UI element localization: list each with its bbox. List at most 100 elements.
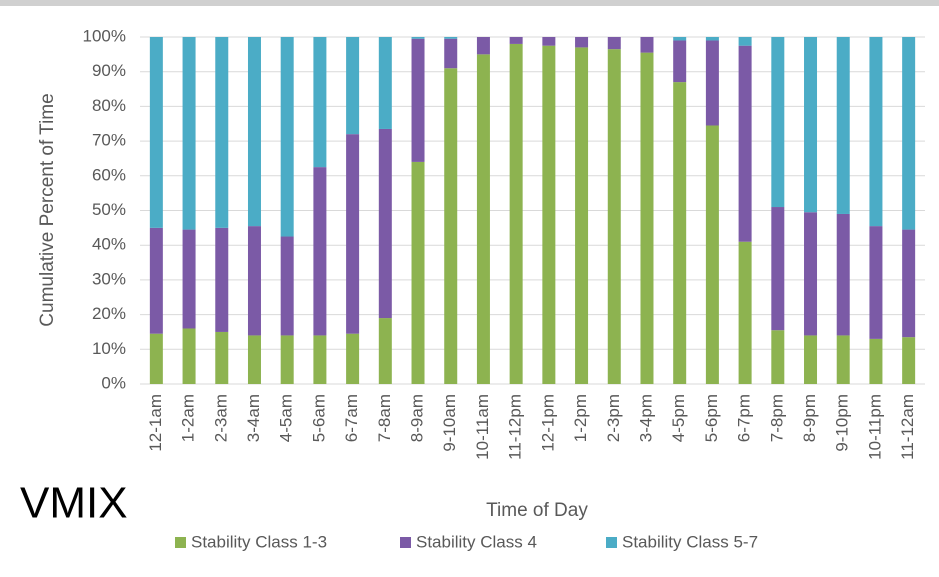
x-tick-label: 4-5am xyxy=(277,394,296,442)
x-tick-label: 3-4am xyxy=(244,394,263,442)
bar-segment xyxy=(149,333,163,384)
bar-segment xyxy=(313,335,327,384)
legend-swatch xyxy=(400,537,411,548)
y-tick-label: 70% xyxy=(92,131,126,150)
bar-segment xyxy=(476,37,490,55)
y-tick-label: 10% xyxy=(92,339,126,358)
bar-segment xyxy=(705,40,719,126)
bar-segment xyxy=(313,167,327,336)
bar-segment xyxy=(444,68,458,384)
x-axis-title: Time of Day xyxy=(486,500,588,521)
bar-segment xyxy=(869,37,883,227)
bar-segment xyxy=(673,40,687,83)
legend-swatch xyxy=(175,537,186,548)
bar-segment xyxy=(149,227,163,334)
bar-segment xyxy=(771,37,785,208)
bar-segment xyxy=(542,45,556,385)
bar-segment xyxy=(673,37,687,41)
x-tick-label: 12-1am xyxy=(146,394,165,452)
bar-segment xyxy=(836,213,850,336)
x-tick-label: 10-11am xyxy=(473,394,492,460)
bar-segment xyxy=(411,37,425,39)
bar-segment xyxy=(280,335,294,384)
y-tick-label: 20% xyxy=(92,304,126,323)
x-tick-label: 1-2am xyxy=(179,394,198,442)
bar-segment xyxy=(182,328,196,384)
bar-segment xyxy=(411,38,425,162)
bar-segment xyxy=(444,38,458,69)
bar-segment xyxy=(607,37,621,50)
bar-segment xyxy=(182,229,196,329)
bar-segment xyxy=(509,43,523,384)
bar-segment xyxy=(476,54,490,384)
bar-segment xyxy=(346,37,360,135)
x-tick-label: 9-10pm xyxy=(833,394,852,452)
bar-segment xyxy=(640,52,654,385)
x-tick-label: 8-9am xyxy=(408,394,427,442)
bar-segment xyxy=(771,207,785,331)
x-tick-label: 11-12am xyxy=(898,394,917,460)
bar-segment xyxy=(575,37,589,48)
bar-segment xyxy=(215,331,229,384)
y-tick-label: 50% xyxy=(92,200,126,219)
y-tick-label: 40% xyxy=(92,235,126,254)
x-tick-label: 10-11pm xyxy=(865,394,884,460)
x-tick-label: 5-6am xyxy=(309,394,328,442)
top-border xyxy=(0,0,939,6)
bar-segment xyxy=(607,49,621,385)
bar-segment xyxy=(869,226,883,339)
bar-segment xyxy=(378,128,392,319)
x-tick-label: 5-6pm xyxy=(702,394,721,442)
legend-label: Stability Class 5-7 xyxy=(622,532,758,551)
x-tick-label: 4-5pm xyxy=(669,394,688,442)
bar-segment xyxy=(804,37,818,213)
bar-segment xyxy=(346,134,360,334)
y-axis-title: Cumulative Percent of Time xyxy=(37,93,58,326)
x-tick-label: 7-8pm xyxy=(767,394,786,442)
y-tick-label: 30% xyxy=(92,269,126,288)
x-tick-label: 3-4pm xyxy=(636,394,655,442)
bar-segment xyxy=(444,37,458,39)
bar-segment xyxy=(542,37,556,46)
bar-segment xyxy=(280,236,294,336)
bar-segment xyxy=(215,37,229,228)
bar-segment xyxy=(902,337,916,384)
bar-segment xyxy=(247,37,261,227)
bar-segment xyxy=(411,161,425,384)
bar-segment xyxy=(869,338,883,384)
y-tick-label: 90% xyxy=(92,61,126,80)
y-tick-label: 0% xyxy=(101,373,126,392)
x-tick-label: 6-7am xyxy=(342,394,361,442)
bar-segment xyxy=(575,47,589,384)
bar-segment xyxy=(804,212,818,336)
bar-segment xyxy=(378,318,392,384)
bar-segment xyxy=(738,37,752,46)
x-tick-label: 7-8am xyxy=(375,394,394,442)
bar-segment xyxy=(902,229,916,338)
y-tick-label: 60% xyxy=(92,165,126,184)
bar-segment xyxy=(313,37,327,168)
bar-segment xyxy=(705,125,719,385)
bar-segment xyxy=(771,330,785,384)
bar-segment xyxy=(738,45,752,242)
bar-segment xyxy=(247,335,261,384)
bar-segment xyxy=(902,37,916,230)
bar-segment xyxy=(673,82,687,385)
bar-segment xyxy=(836,335,850,384)
bar-segment xyxy=(346,333,360,384)
x-tick-label: 11-12pm xyxy=(506,394,525,460)
bar-segment xyxy=(836,37,850,214)
bar-segment xyxy=(247,226,261,336)
legend-swatch xyxy=(606,537,617,548)
bar-segment xyxy=(804,335,818,384)
bar-segment xyxy=(280,37,294,237)
x-tick-label: 6-7pm xyxy=(735,394,754,442)
bar-segment xyxy=(705,37,719,41)
bar-segment xyxy=(640,37,654,53)
x-tick-label: 8-9pm xyxy=(800,394,819,442)
bar-segment xyxy=(215,227,229,332)
bar-segment xyxy=(378,37,392,129)
x-tick-label: 2-3pm xyxy=(604,394,623,442)
x-tick-label: 2-3am xyxy=(211,394,230,442)
